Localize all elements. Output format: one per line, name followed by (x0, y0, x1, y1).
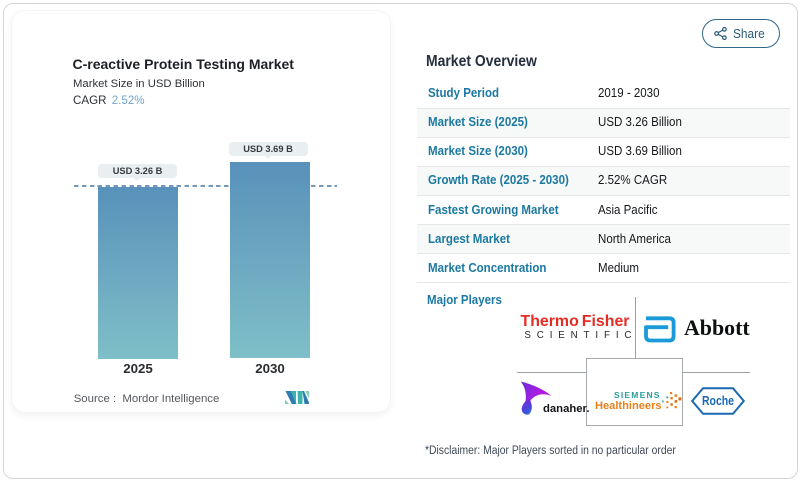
svg-text:Roche: Roche (702, 394, 734, 408)
